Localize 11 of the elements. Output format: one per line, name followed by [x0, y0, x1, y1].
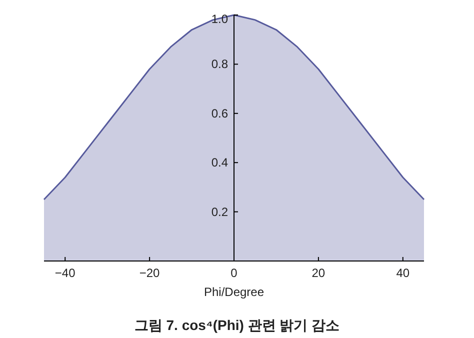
- x-tick-label: −20: [139, 266, 160, 280]
- y-tick-label: 0.4: [211, 156, 228, 170]
- x-tick-label: 0: [230, 266, 238, 280]
- x-axis-title: Phi/Degree: [204, 285, 264, 299]
- y-tick-label: 0.8: [211, 57, 228, 72]
- x-tick-label: 20: [312, 266, 326, 280]
- y-tick-label: 0.6: [211, 106, 228, 120]
- x-tick-label: −40: [54, 266, 76, 280]
- caption: 그림 7. cos⁴(Phi) 관련 밝기 감소: [134, 317, 340, 333]
- x-tick-label: 40: [396, 266, 410, 280]
- y-tick-label: 0.2: [211, 204, 228, 219]
